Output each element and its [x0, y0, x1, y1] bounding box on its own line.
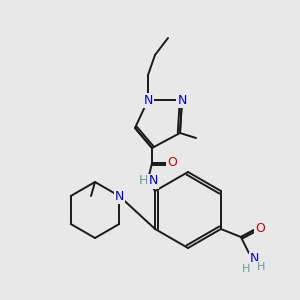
Text: H: H: [242, 264, 250, 274]
Text: N: N: [143, 94, 153, 106]
Text: O: O: [167, 157, 177, 169]
Text: H: H: [257, 262, 265, 272]
Text: N: N: [115, 190, 124, 202]
Text: N: N: [250, 253, 260, 266]
Text: O: O: [255, 221, 265, 235]
Text: N: N: [177, 94, 187, 106]
Text: N: N: [148, 175, 158, 188]
Text: H: H: [138, 175, 148, 188]
